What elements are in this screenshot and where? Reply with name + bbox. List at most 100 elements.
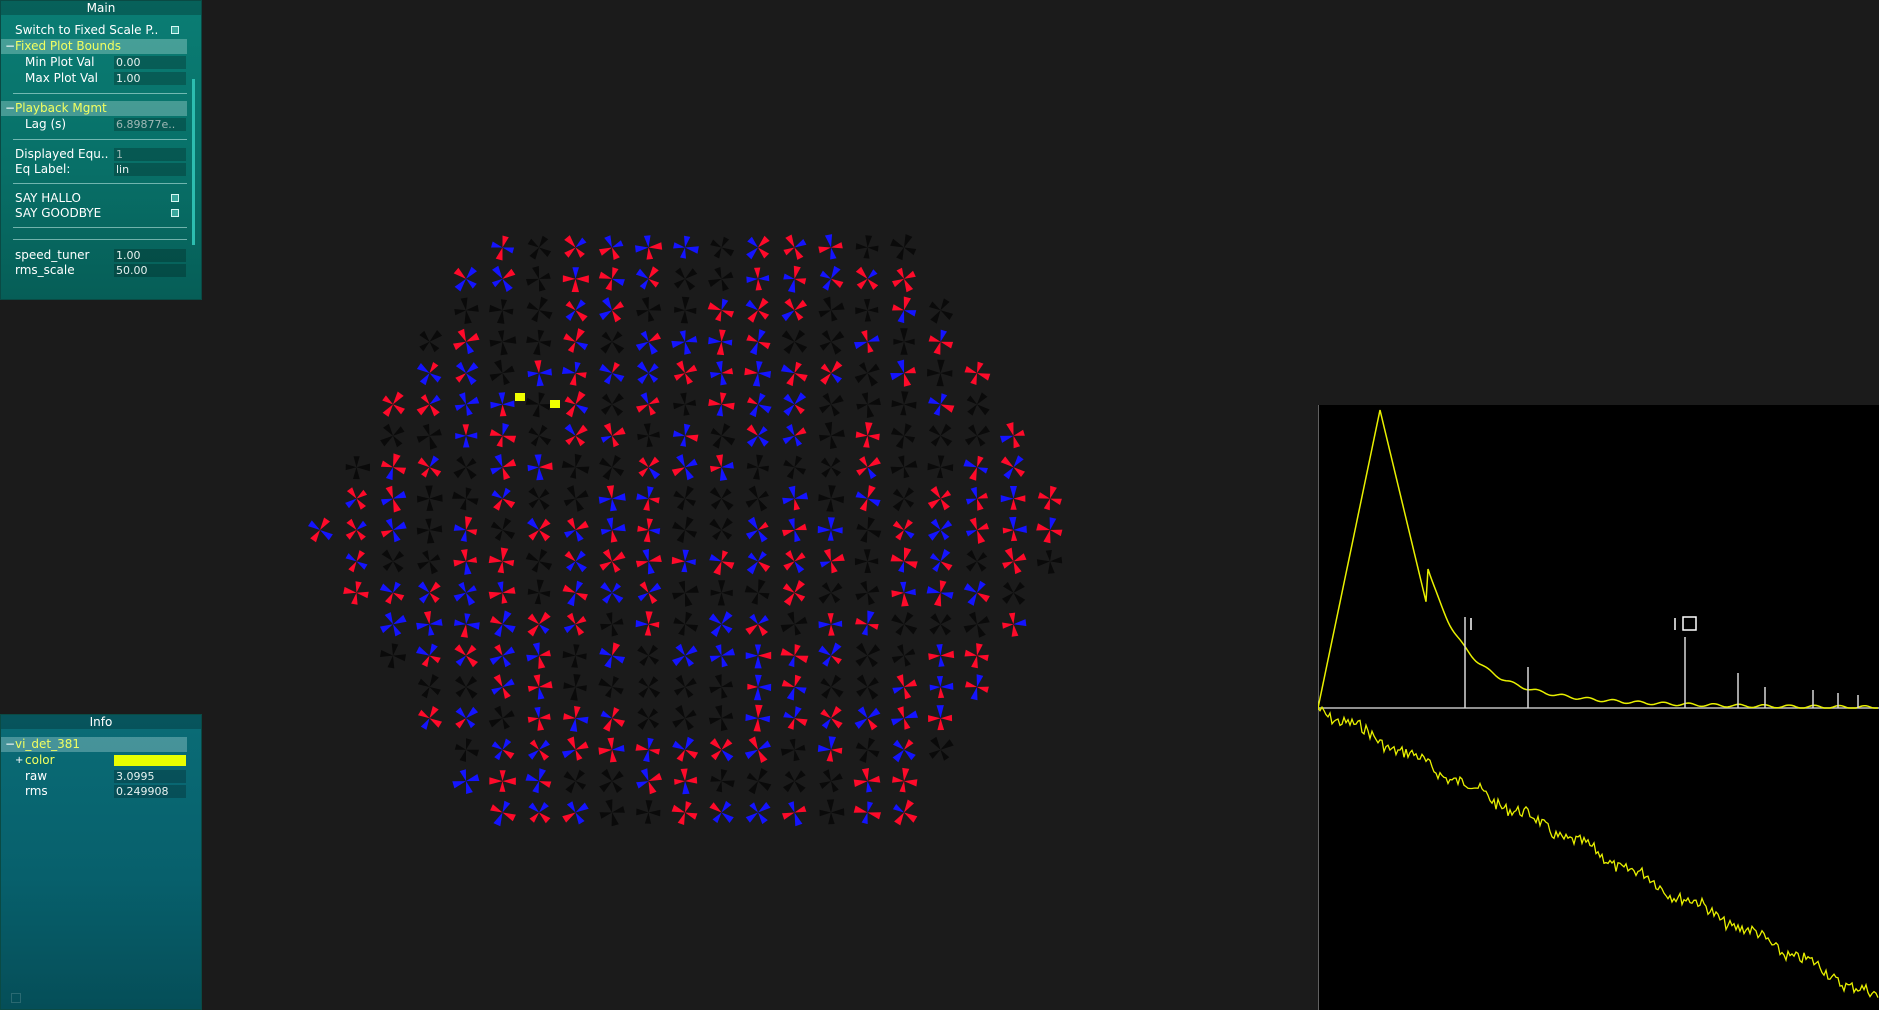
detector-pixel[interactable] [419, 330, 443, 353]
detector-pixel[interactable] [855, 266, 879, 290]
detector-pixel[interactable] [928, 736, 954, 761]
detector-pixel[interactable] [599, 799, 625, 827]
detector-pixel[interactable] [745, 704, 771, 732]
detector-pixel[interactable] [454, 644, 478, 668]
detector-pixel[interactable] [891, 391, 917, 416]
detector-pixel[interactable] [964, 361, 991, 385]
detector-pixel[interactable] [561, 736, 589, 761]
detector-pixel[interactable] [854, 362, 880, 387]
detector-pixel[interactable] [565, 299, 588, 322]
detector-pixel[interactable] [380, 518, 407, 543]
detector-pixel[interactable] [818, 613, 843, 636]
detector-pixel[interactable] [892, 519, 915, 541]
detector-pixel[interactable] [856, 674, 879, 700]
detector-pixel[interactable] [381, 549, 404, 573]
detector-pixel[interactable] [345, 487, 368, 510]
main-panel-scrollbar[interactable] [192, 79, 195, 245]
detector-pixel[interactable] [417, 455, 442, 478]
detector-pixel[interactable] [890, 359, 916, 387]
detector-pixel[interactable] [599, 297, 624, 323]
speed-tuner-field[interactable]: 1.00 [114, 249, 186, 262]
detector-pixel[interactable] [854, 706, 881, 731]
detector-pixel[interactable] [891, 423, 916, 449]
detector-pixel[interactable] [600, 422, 626, 448]
detector-pixel[interactable] [820, 674, 844, 699]
detector-pixel[interactable] [638, 456, 661, 480]
detector-pixel[interactable] [637, 581, 662, 604]
detector-pixel[interactable] [710, 423, 736, 449]
detector-pixel[interactable] [489, 770, 516, 792]
detector-pixel[interactable] [893, 328, 915, 355]
detector-pixel[interactable] [709, 487, 734, 511]
detector-pixel[interactable] [637, 707, 660, 730]
detector-pixel[interactable] [600, 582, 624, 604]
detector-pixel[interactable] [488, 705, 515, 730]
detector-pixel[interactable] [600, 707, 626, 732]
detector-pixel[interactable] [453, 549, 478, 575]
detector-pixel[interactable] [746, 267, 770, 291]
detector-pixel[interactable] [380, 423, 405, 448]
detector-pixel[interactable] [416, 643, 441, 668]
detector-pixel[interactable] [636, 361, 659, 385]
detector-pixel[interactable] [746, 768, 772, 795]
detector-pixel[interactable] [489, 423, 517, 448]
detector-pixel[interactable] [416, 394, 441, 417]
detector-pixel[interactable] [819, 392, 844, 417]
color-row[interactable]: + color [1, 753, 187, 768]
detector-pixel[interactable] [892, 767, 918, 793]
detector-pixel[interactable] [817, 517, 843, 541]
detector-pixel[interactable] [1036, 517, 1063, 544]
selected-pixel-marker[interactable] [550, 400, 560, 408]
detector-pixel[interactable] [744, 579, 770, 605]
detector-pixel[interactable] [710, 236, 735, 259]
detector-pixel[interactable] [562, 644, 587, 668]
detector-pixel[interactable] [929, 676, 954, 699]
detector-pixel[interactable] [528, 424, 552, 447]
detector-pixel[interactable] [672, 580, 699, 607]
detector-pixel[interactable] [929, 548, 953, 573]
detector-pixel[interactable] [818, 296, 845, 322]
detector-pixel[interactable] [635, 330, 661, 355]
detector-pixel[interactable] [491, 265, 516, 292]
detector-pixel[interactable] [891, 581, 916, 607]
detector-pixel[interactable] [382, 391, 405, 417]
detector-pixel[interactable] [891, 644, 916, 667]
detector-pixel[interactable] [673, 485, 696, 511]
detector-pixel[interactable] [561, 361, 587, 386]
detector-pixel[interactable] [819, 769, 843, 793]
detector-pixel[interactable] [709, 517, 733, 541]
detector-pixel[interactable] [709, 674, 733, 699]
say-hallo-row[interactable]: SAY HALLO [1, 191, 187, 206]
detector-pixel[interactable] [819, 421, 845, 449]
detector-pixel[interactable] [892, 296, 917, 324]
detector-pixel[interactable] [638, 676, 661, 698]
detector-pixel[interactable] [709, 800, 734, 824]
detector-pixel[interactable] [673, 392, 697, 416]
detector-pixel[interactable] [345, 518, 367, 541]
detector-pixel[interactable] [564, 235, 587, 258]
detector-pixel[interactable] [1002, 516, 1027, 542]
detector-pixel[interactable] [964, 424, 990, 447]
detector-pixel[interactable] [746, 551, 771, 575]
detector-pixel[interactable] [636, 800, 661, 824]
detector-pixel[interactable] [455, 706, 479, 729]
detector-pixel[interactable] [598, 676, 624, 698]
detector-pixel[interactable] [564, 517, 589, 542]
detector-pixel[interactable] [599, 455, 625, 481]
detector-pixel[interactable] [966, 392, 990, 416]
detector-pixel[interactable] [746, 424, 769, 447]
detector-pixel[interactable] [965, 550, 988, 572]
detector-pixel[interactable] [890, 455, 918, 479]
detector-pixel[interactable] [819, 265, 844, 291]
detector-pixel[interactable] [855, 642, 881, 668]
detector-pixel[interactable] [927, 359, 953, 387]
detector-pixel[interactable] [637, 644, 659, 666]
detector-pixel[interactable] [380, 453, 407, 481]
detector-pixel[interactable] [526, 266, 551, 292]
detector-pixel[interactable] [563, 485, 589, 512]
detector-pixel[interactable] [891, 706, 918, 730]
detector-pixel[interactable] [856, 392, 881, 418]
detector-pixel[interactable] [562, 801, 589, 825]
detector-pixel[interactable] [710, 580, 733, 606]
detector-pixel[interactable] [528, 487, 550, 511]
